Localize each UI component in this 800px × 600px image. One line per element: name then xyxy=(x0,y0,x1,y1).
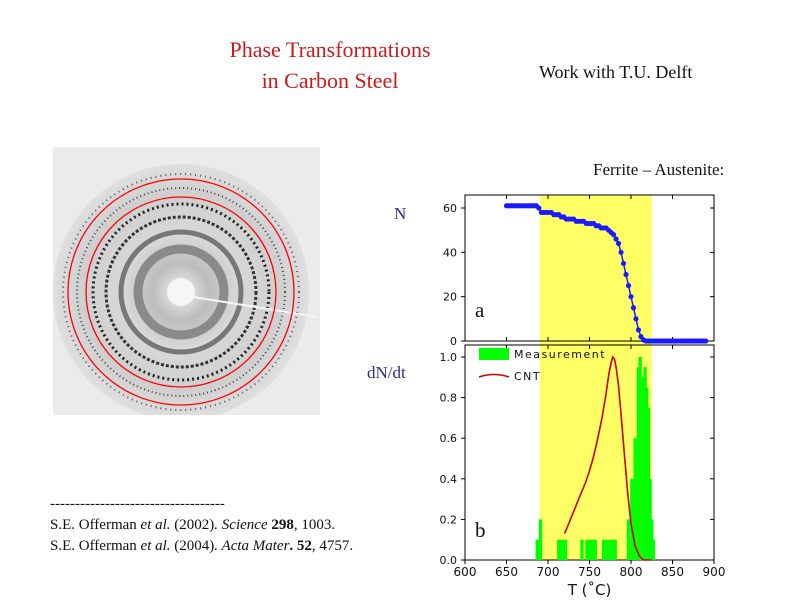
measurement-bar xyxy=(626,519,631,560)
series-n-point xyxy=(625,282,632,289)
panel-a-ytick-label: 0 xyxy=(450,335,457,348)
measurement-bar xyxy=(633,438,637,560)
x-axis-label: T (˚C) xyxy=(567,581,612,599)
measurement-bar xyxy=(593,539,597,560)
series-n-point xyxy=(635,327,642,333)
measurement-bar xyxy=(580,539,584,560)
series-n-point xyxy=(615,240,622,247)
panel-a-ytick-label: 60 xyxy=(443,202,457,215)
panel-label-a: a xyxy=(475,298,485,322)
x-tick-label: 700 xyxy=(537,565,560,579)
x-tick-label: 650 xyxy=(495,565,518,579)
red-ring-outer xyxy=(67,178,295,406)
measurement-bar xyxy=(648,478,652,560)
measurement-bar xyxy=(611,539,616,560)
legend-cnt-label: CNT xyxy=(514,370,541,383)
series-n-point xyxy=(633,316,639,322)
panel-b-ytick-label: 0.2 xyxy=(440,513,458,526)
diffraction-ring-5 xyxy=(76,187,286,397)
panel-b-ytick-label: 0.8 xyxy=(440,392,458,405)
panel-b-ytick-label: 0.4 xyxy=(440,473,458,486)
measurement-bar xyxy=(560,539,564,560)
measurement-bar xyxy=(608,539,612,560)
series-n-point xyxy=(618,249,624,255)
x-tick-label: 900 xyxy=(703,565,726,579)
series-n-point xyxy=(628,294,634,300)
panel-a-ytick-label: 40 xyxy=(443,246,457,259)
series-n-point xyxy=(630,305,637,311)
legend-cnt-swatch xyxy=(478,373,510,378)
series-n-point xyxy=(620,260,627,267)
diffraction-ring-6 xyxy=(62,173,300,411)
measurement-bar xyxy=(557,539,561,560)
series-n-point xyxy=(623,271,629,278)
panel-b-ytick-label: 0.0 xyxy=(440,554,458,567)
x-tick-label: 800 xyxy=(620,565,643,579)
x-tick-label: 750 xyxy=(578,565,601,579)
measurement-bar xyxy=(638,357,642,560)
y-axis-label-n: N xyxy=(394,204,407,223)
reference-rule: ----------------------------------- xyxy=(50,496,225,512)
beam-center xyxy=(167,278,195,306)
measurement-bar xyxy=(630,478,634,560)
title-line-1: Phase Transformations xyxy=(229,37,431,62)
reference-2: S.E. Offerman et al. (2004). Acta Mater.… xyxy=(50,538,354,554)
diffraction-ring-3 xyxy=(118,229,244,355)
panel-a-ytick-label: 20 xyxy=(443,291,457,304)
references: ----------------------------------- S.E.… xyxy=(50,494,353,557)
measurement-bar xyxy=(563,539,568,560)
measurement-bar xyxy=(585,539,589,560)
y-axis-label-dndt: dN/dt xyxy=(367,363,406,382)
legend-measurement-label: Measurement xyxy=(514,348,606,361)
series-n-point xyxy=(536,205,542,211)
red-ring-inner xyxy=(85,196,277,388)
cnt-curve xyxy=(563,355,652,561)
measurement-bar xyxy=(601,539,606,560)
reference-1: S.E. Offerman et al. (2002). Science 298… xyxy=(50,517,336,533)
slide-title: Phase Transformations in Carbon Steel xyxy=(190,34,470,96)
panel-b-ytick-label: 0.6 xyxy=(440,432,458,445)
panel-label-b: b xyxy=(475,518,486,542)
title-line-2: in Carbon Steel xyxy=(261,68,399,93)
series-n-point xyxy=(613,236,619,242)
beam-stop-line xyxy=(192,296,319,318)
measurement-bar xyxy=(605,539,609,560)
measurement-bar xyxy=(535,539,539,560)
diffraction-image xyxy=(53,147,320,415)
x-tick-label: 850 xyxy=(661,565,684,579)
x-tick-label: 600 xyxy=(454,565,477,579)
subtitle: Work with T.U. Delft xyxy=(539,62,693,82)
measurement-bar xyxy=(651,539,656,560)
panel-b-ytick-label: 1.0 xyxy=(440,351,458,364)
measurement-bar xyxy=(641,377,646,560)
diffraction-ring-4 xyxy=(133,244,229,340)
diffraction-ring-2 xyxy=(104,215,258,369)
section-label: Ferrite – Austenite: xyxy=(593,160,725,179)
series-n-point xyxy=(610,232,617,238)
measurement-bar xyxy=(613,539,617,560)
measurement-bar xyxy=(538,519,543,560)
series-n-point xyxy=(703,338,709,344)
measurement-bar xyxy=(588,539,592,560)
legend-measurement-swatch xyxy=(479,348,509,360)
diffraction-ring-1 xyxy=(91,202,271,382)
